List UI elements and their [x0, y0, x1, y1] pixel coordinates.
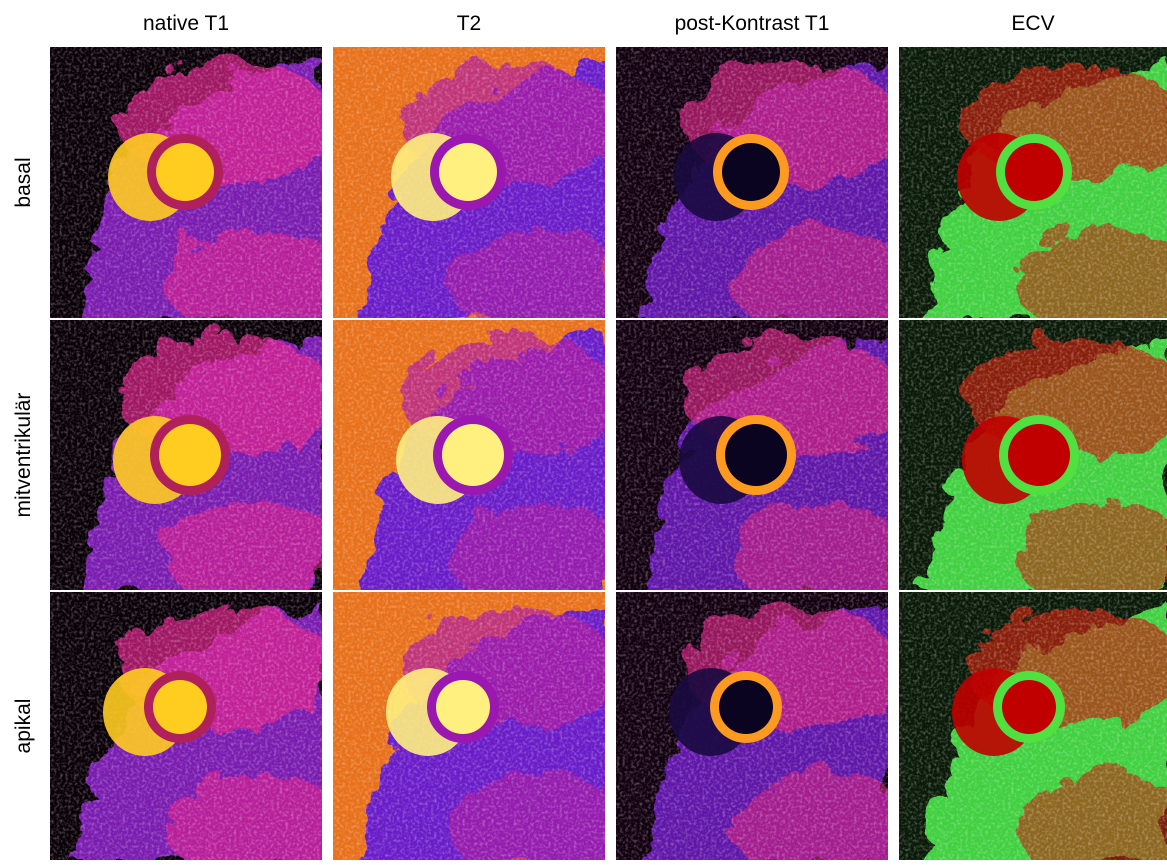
panel-content: [616, 592, 888, 860]
column-header: T2: [457, 12, 482, 35]
image-panels: [50, 47, 1167, 860]
mri-panel: [899, 320, 1167, 590]
panel-content: [50, 592, 322, 860]
column-header: native T1: [143, 12, 229, 35]
lv-pool: [153, 680, 207, 734]
lv-pool: [1008, 424, 1070, 486]
lv-pool: [159, 424, 221, 486]
lv-pool: [725, 424, 787, 486]
mri-panel: [899, 592, 1167, 860]
panel-content: [333, 47, 605, 318]
panel-content: [616, 320, 888, 590]
lv-pool: [722, 143, 780, 201]
lv-pool: [719, 680, 773, 734]
mri-panel: [50, 47, 322, 318]
panel-content: [899, 592, 1167, 860]
panel-content: [899, 47, 1167, 318]
mri-panel: [50, 592, 322, 860]
lv-pool: [442, 424, 504, 486]
row-label: mitventrikulär: [12, 393, 35, 518]
panel-content: [50, 47, 322, 318]
labels: native T1 T2 post-Kontrast T1 ECV basal mitve…: [12, 12, 1055, 753]
lv-pool: [439, 143, 497, 201]
row-label: basal: [12, 157, 35, 207]
lv-pool: [1005, 143, 1063, 201]
lv-pool: [1002, 680, 1056, 734]
panel-content: [50, 320, 322, 590]
mri-panel: [333, 47, 605, 318]
panel-content: [333, 592, 605, 860]
mri-panel: [616, 47, 888, 318]
mri-panel: [333, 592, 605, 860]
lv-pool: [436, 680, 490, 734]
mri-panel: [899, 47, 1167, 318]
lv-pool: [156, 143, 214, 201]
mri-panel: [616, 320, 888, 590]
column-header: ECV: [1011, 12, 1054, 35]
mri-panel: [333, 320, 605, 590]
mri-panel: [616, 592, 888, 860]
column-header: post-Kontrast T1: [675, 12, 830, 35]
row-label: apikal: [12, 699, 35, 754]
panel-content: [333, 320, 605, 590]
panel-content: [899, 320, 1167, 590]
panel-content: [616, 47, 888, 318]
mri-panel: [50, 320, 322, 590]
